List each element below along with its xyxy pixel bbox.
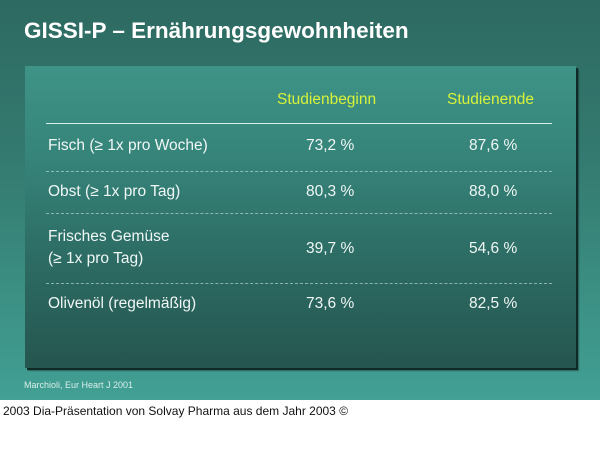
row-label: Frisches Gemüse xyxy=(48,228,170,245)
row-label: Obst (≥ 1x pro Tag) xyxy=(48,183,181,200)
value-begin: 73,2 % xyxy=(306,137,355,154)
slide: GISSI-P – Ernährungsgewohnheiten Studien… xyxy=(0,0,600,400)
value-end: 87,6 % xyxy=(469,137,518,154)
row-divider xyxy=(46,171,552,172)
value-end: 82,5 % xyxy=(469,295,518,312)
column-header-studienbeginn: Studienbeginn xyxy=(277,91,377,108)
row-label-line2: (≥ 1x pro Tag) xyxy=(48,250,144,267)
value-end: 88,0 % xyxy=(469,183,518,200)
value-begin: 80,3 % xyxy=(306,183,355,200)
value-begin: 73,6 % xyxy=(306,295,355,312)
value-end: 54,6 % xyxy=(469,240,518,257)
header-divider xyxy=(46,123,552,124)
value-begin: 39,7 % xyxy=(306,240,355,257)
row-label: Olivenöl (regelmäßig) xyxy=(48,295,197,312)
citation: Marchioli, Eur Heart J 2001 xyxy=(24,380,134,390)
column-header-studienende: Studienende xyxy=(447,91,535,108)
image-caption: 2003 Dia-Präsentation von Solvay Pharma … xyxy=(3,404,349,418)
row-divider xyxy=(46,283,552,284)
slide-title: GISSI-P – Ernährungsgewohnheiten xyxy=(24,18,409,43)
data-table: Studienbeginn Studienende Fisch (≥ 1x pr… xyxy=(25,66,576,368)
row-label: Fisch (≥ 1x pro Woche) xyxy=(48,137,208,154)
row-divider xyxy=(46,213,552,214)
